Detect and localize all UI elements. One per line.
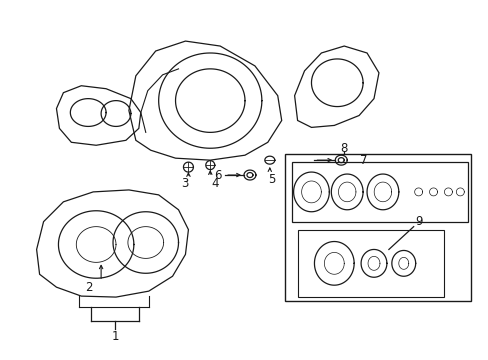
Text: 5: 5: [267, 172, 275, 185]
Text: 9: 9: [414, 215, 422, 228]
Text: 7: 7: [360, 154, 367, 167]
Text: 4: 4: [211, 177, 219, 190]
Bar: [284, 154, 470, 301]
Bar: [297, 230, 444, 297]
Bar: [291, 162, 468, 222]
Text: 3: 3: [181, 177, 188, 190]
Text: 6: 6: [214, 168, 222, 181]
Text: 8: 8: [340, 142, 347, 155]
Text: 2: 2: [85, 281, 93, 294]
Text: 1: 1: [111, 330, 119, 343]
